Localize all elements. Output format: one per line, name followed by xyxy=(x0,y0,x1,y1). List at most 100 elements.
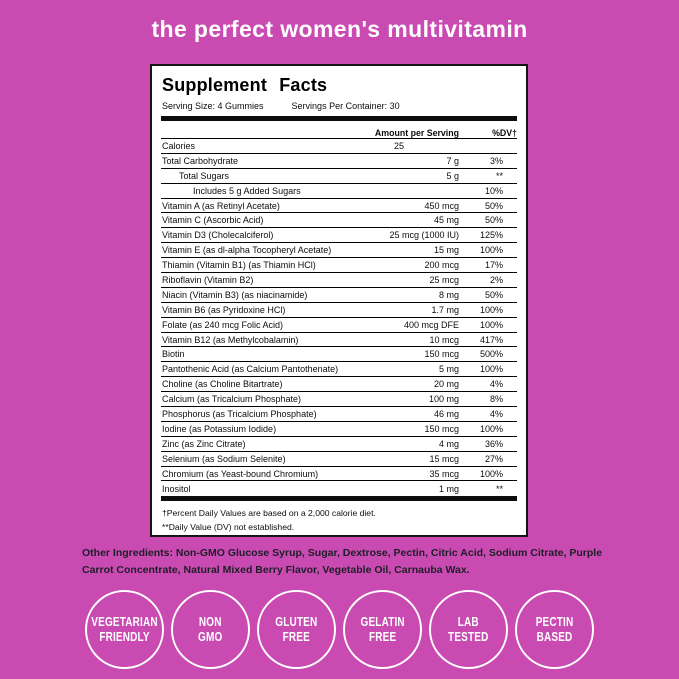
nutrient-dv: 2% xyxy=(489,274,503,285)
nutrient-amount: 100 mg xyxy=(428,394,459,405)
supplement-facts-panel: Supplement Facts Serving Size: 4 Gummies… xyxy=(150,64,528,537)
table-row: Selenium (as Sodium Selenite) 15 mcg 27% xyxy=(161,452,517,467)
table-row: Calcium (as Tricalcium Phosphate) 100 mg… xyxy=(161,392,517,408)
badge-label-line2: TESTED xyxy=(448,629,489,644)
nutrient-name: Calcium (as Tricalcium Phosphate) xyxy=(162,394,302,405)
badge-row: VEGETARIAN FRIENDLY NON GMO GLUTEN FREE … xyxy=(0,590,679,669)
table-row: Includes 5 g Added Sugars 10% xyxy=(161,184,517,199)
table-row: Thiamin (Vitamin B1) (as Thiamin HCl) 20… xyxy=(161,258,517,274)
nutrient-dv: 10% xyxy=(484,185,503,196)
nutrient-dv: 100% xyxy=(479,304,503,315)
nutrient-dv: 3% xyxy=(489,155,503,166)
nutrient-name: Choline (as Choline Bitartrate) xyxy=(162,379,283,390)
nutrient-amount: 150 mcg xyxy=(424,423,459,434)
nutrient-dv: 100% xyxy=(479,319,503,330)
divider-thick-top xyxy=(161,116,517,121)
table-row: Vitamin B6 (as Pyridoxine HCl) 1.7 mg 10… xyxy=(161,303,517,318)
table-row: Iodine (as Potassium Iodide) 150 mcg 100… xyxy=(161,422,517,437)
divider-thick-bottom xyxy=(161,496,517,502)
nutrient-name: Inositol xyxy=(162,483,191,494)
table-row: Zinc (as Zinc Citrate) 4 mg 36% xyxy=(161,437,517,452)
nutrient-amount: 25 mcg (1000 IU) xyxy=(389,230,459,241)
nutrient-amount: 25 xyxy=(393,140,404,151)
serving-size: Serving Size: 4 Gummies xyxy=(162,101,264,111)
nutrient-amount: 5 g xyxy=(446,170,459,181)
footnote-dv-not-established: **Daily Value (DV) not established. xyxy=(162,521,295,532)
badge-label-line1: NON xyxy=(199,614,222,629)
table-row: Biotin 150 mcg 500% xyxy=(161,347,517,363)
nutrient-name: Selenium (as Sodium Selenite) xyxy=(162,453,286,464)
table-row: Vitamin B12 (as Methylcobalamin) 10 mcg … xyxy=(161,333,517,348)
nutrient-name: Vitamin C (Ascorbic Acid) xyxy=(162,215,264,226)
nutrient-dv: 17% xyxy=(484,260,503,271)
nutrient-amount: 200 mcg xyxy=(424,260,459,271)
table-row: Vitamin E (as dl-alpha Tocopheryl Acetat… xyxy=(161,243,517,259)
badge-label: LAB TESTED xyxy=(448,615,488,645)
nutrient-amount: 10 mcg xyxy=(429,334,459,345)
nutrient-table: Calories 25 Total Carbohydrate 7 g 3% To… xyxy=(161,139,517,496)
table-row: Pantothenic Acid (as Calcium Pantothenat… xyxy=(161,362,517,378)
other-ingredients-text: Other Ingredients: Non-GMO Glucose Syrup… xyxy=(82,547,603,576)
badge-label: NON GMO xyxy=(198,615,222,645)
badge-label-line1: GELATIN xyxy=(360,614,405,629)
badge-label-line1: VEGETARIAN xyxy=(91,614,158,629)
nutrient-name: Vitamin D3 (Cholecalciferol) xyxy=(162,230,274,241)
nutrient-name: Niacin (Vitamin B3) (as niacinamide) xyxy=(162,289,308,300)
nutrient-name: Pantothenic Acid (as Calcium Pantothenat… xyxy=(162,364,339,375)
nutrient-name: Iodine (as Potassium Iodide) xyxy=(162,423,277,434)
nutrient-dv: 50% xyxy=(484,200,503,211)
table-row: Total Carbohydrate 7 g 3% xyxy=(161,154,517,169)
table-row: Phosphorus (as Tricalcium Phosphate) 46 … xyxy=(161,407,517,422)
badge-circle: PECTIN BASED xyxy=(515,590,594,669)
footnote-daily-values: †Percent Daily Values are based on a 2,0… xyxy=(162,508,376,519)
table-row: Niacin (Vitamin B3) (as niacinamide) 8 m… xyxy=(161,288,517,303)
table-row: Inositol 1 mg ** xyxy=(161,481,517,496)
nutrient-amount: 1.7 mg xyxy=(431,304,459,315)
badge-label-line1: GLUTEN xyxy=(275,614,318,629)
nutrient-dv: 50% xyxy=(484,215,503,226)
nutrient-dv: 27% xyxy=(484,453,503,464)
serving-info: Serving Size: 4 Gummies Servings Per Con… xyxy=(162,101,517,111)
nutrient-name: Vitamin B12 (as Methylcobalamin) xyxy=(162,334,299,345)
nutrient-name: Phosphorus (as Tricalcium Phosphate) xyxy=(162,408,317,419)
nutrient-name: Biotin xyxy=(162,349,185,360)
table-row: Choline (as Choline Bitartrate) 20 mg 4% xyxy=(161,377,517,393)
nutrient-dv: 417% xyxy=(479,334,503,345)
table-row: Calories 25 xyxy=(161,139,517,154)
nutrient-name: Chromium (as Yeast-bound Chromium) xyxy=(162,468,319,479)
badge-label-line1: LAB xyxy=(457,614,480,629)
nutrient-name: Vitamin B6 (as Pyridoxine HCl) xyxy=(162,304,286,315)
nutrient-dv: 4% xyxy=(489,379,503,390)
nutrient-dv: 100% xyxy=(479,423,503,434)
table-row: Riboflavin (Vitamin B2) 25 mcg 2% xyxy=(161,273,517,288)
nutrient-dv: 4% xyxy=(489,408,503,419)
badge-circle: VEGETARIAN FRIENDLY xyxy=(85,590,164,669)
badge-label-line2: GMO xyxy=(198,629,223,644)
table-column-header: Amount per Serving %DV† xyxy=(161,121,517,139)
nutrient-amount: 45 mg xyxy=(433,215,459,226)
nutrient-name: Vitamin E (as dl-alpha Tocopheryl Acetat… xyxy=(162,245,332,256)
badge-circle: GELATIN FREE xyxy=(343,590,422,669)
nutrient-dv: 8% xyxy=(489,394,503,405)
nutrient-dv: 50% xyxy=(484,289,503,300)
column-amount-header: Amount per Serving xyxy=(374,128,459,138)
badge-label: GELATIN FREE xyxy=(360,615,404,645)
table-row: Vitamin D3 (Cholecalciferol) 25 mcg (100… xyxy=(161,228,517,244)
table-row: Total Sugars 5 g ** xyxy=(161,169,517,184)
badge-label-line2: FREE xyxy=(282,629,311,644)
table-row: Vitamin C (Ascorbic Acid) 45 mg 50% xyxy=(161,213,517,229)
nutrient-amount: 15 mg xyxy=(433,245,459,256)
nutrient-dv: 36% xyxy=(484,438,503,449)
badge-label-line1: PECTIN xyxy=(535,614,574,629)
nutrient-amount: 8 mg xyxy=(438,289,459,300)
nutrient-amount: 46 mg xyxy=(433,408,459,419)
nutrient-dv: ** xyxy=(495,483,503,494)
badge-label: GLUTEN FREE xyxy=(275,615,317,645)
badge-label-line2: FRIENDLY xyxy=(99,629,150,644)
nutrient-name: Calories xyxy=(162,140,196,151)
badge-label-line2: FREE xyxy=(368,629,397,644)
nutrient-amount: 150 mcg xyxy=(424,349,459,360)
nutrient-name: Riboflavin (Vitamin B2) xyxy=(162,274,254,285)
badge-label: PECTIN BASED xyxy=(536,615,574,645)
badge-circle: NON GMO xyxy=(171,590,250,669)
